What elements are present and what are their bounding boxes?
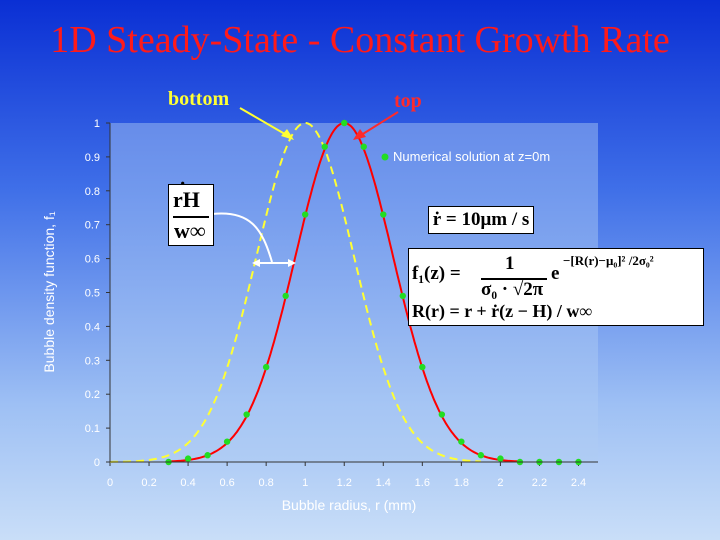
formula-lhs: f₁(z) =	[412, 263, 461, 284]
data-point	[399, 292, 406, 300]
connector-curve	[211, 212, 273, 263]
legend: Numerical solution at z=0m	[381, 149, 550, 164]
y-tick-label: 0	[94, 457, 100, 469]
data-point	[477, 452, 485, 459]
data-point	[341, 119, 348, 127]
slide-title: 1D Steady-State - Constant Growth Rate	[50, 19, 670, 61]
formula-denominator: σ₀ · √2π	[481, 279, 544, 300]
width-arrow-left-head	[252, 259, 260, 267]
y-tick-label: 0.8	[85, 186, 100, 198]
x-tick-label: 1	[302, 477, 308, 489]
fraction-bar	[173, 216, 209, 218]
y-axis-label: Bubble density function, f₁	[41, 211, 57, 372]
data-point	[360, 143, 367, 150]
ratio-numerator: rH	[173, 187, 200, 212]
width-arrow-right-head	[288, 259, 296, 267]
x-tick-label: 0.4	[180, 477, 195, 489]
x-tick-label: 1.4	[376, 477, 391, 489]
rate-dot: ˙	[179, 177, 187, 202]
x-tick-label: 0.6	[219, 477, 234, 489]
y-tick-label: 0.4	[85, 321, 100, 333]
x-tick-label: 0.8	[259, 477, 274, 489]
formula-fraction-bar	[481, 278, 547, 280]
arrow-top-head	[353, 129, 366, 140]
y-tick-label: 0.5	[85, 288, 100, 300]
data-point	[497, 455, 504, 462]
axes	[109, 123, 598, 463]
y-tick-label: 0.6	[85, 254, 100, 266]
data-point	[282, 292, 289, 300]
data-point	[184, 455, 192, 462]
y-tick-label: 1	[94, 118, 100, 130]
formula-exponent: −[R(r)−μ₀]² /2σ₀²	[563, 253, 654, 268]
formula-line2: R(r) = r + ṙ(z − H) / w∞	[412, 301, 593, 321]
x-tick-label: 0	[107, 477, 113, 489]
y-tick-label: 0.1	[85, 423, 100, 435]
annotation-arrows	[211, 107, 399, 267]
x-axis-label: Bubble radius, r (mm)	[282, 497, 417, 513]
legend-entry: Numerical solution at z=0m	[393, 149, 550, 164]
formula-numerator: 1	[505, 253, 515, 274]
x-tick-label: 1.8	[454, 477, 469, 489]
data-point	[243, 411, 250, 418]
label-bottom: bottom	[168, 88, 230, 110]
label-top: top	[394, 90, 422, 112]
arrow-top	[357, 111, 399, 138]
y-tick-label: 0.7	[85, 220, 100, 232]
data-point	[380, 211, 387, 218]
series-line-bottom	[110, 121, 481, 463]
data-point	[302, 211, 309, 218]
x-tick-label: 1.2	[337, 477, 352, 489]
x-tick-label: 2.4	[571, 477, 586, 489]
ratio-denominator: w∞	[174, 218, 206, 243]
x-tick-label: 2	[497, 477, 503, 489]
data-point	[321, 143, 328, 150]
arrow-bottom-head	[281, 129, 294, 140]
data-point	[262, 363, 270, 371]
data-point	[458, 438, 465, 445]
y-tick-label: 0.9	[85, 152, 100, 164]
formula-exp-base: e	[551, 263, 560, 284]
x-tick-label: 2.2	[532, 477, 547, 489]
ticks: 0 0.1 0.2 0.3 0.4 0.5 0.6 0.7 0.8 0.9 1 0 0.2 0.4 0.6 0…	[85, 118, 586, 489]
x-tick-label: 0.2	[141, 477, 156, 489]
y-tick-label: 0.3	[85, 355, 100, 367]
growth-rate-box: ṙ = 10μm / s	[428, 206, 534, 234]
arrow-bottom	[239, 107, 291, 138]
data-point	[419, 363, 426, 371]
x-tick-label: 1.6	[415, 477, 430, 489]
growth-ratio-box: ˙ rH w∞	[168, 177, 214, 246]
formula-box: f₁(z) = 1 σ₀ · √2π e −[R(r)−μ₀]² /2σ₀² R…	[408, 248, 704, 326]
data-point	[438, 411, 446, 418]
legend-marker	[381, 153, 389, 161]
data-point	[204, 452, 211, 459]
data-point	[223, 438, 231, 445]
series-markers	[165, 119, 582, 466]
y-tick-label: 0.2	[85, 389, 100, 401]
